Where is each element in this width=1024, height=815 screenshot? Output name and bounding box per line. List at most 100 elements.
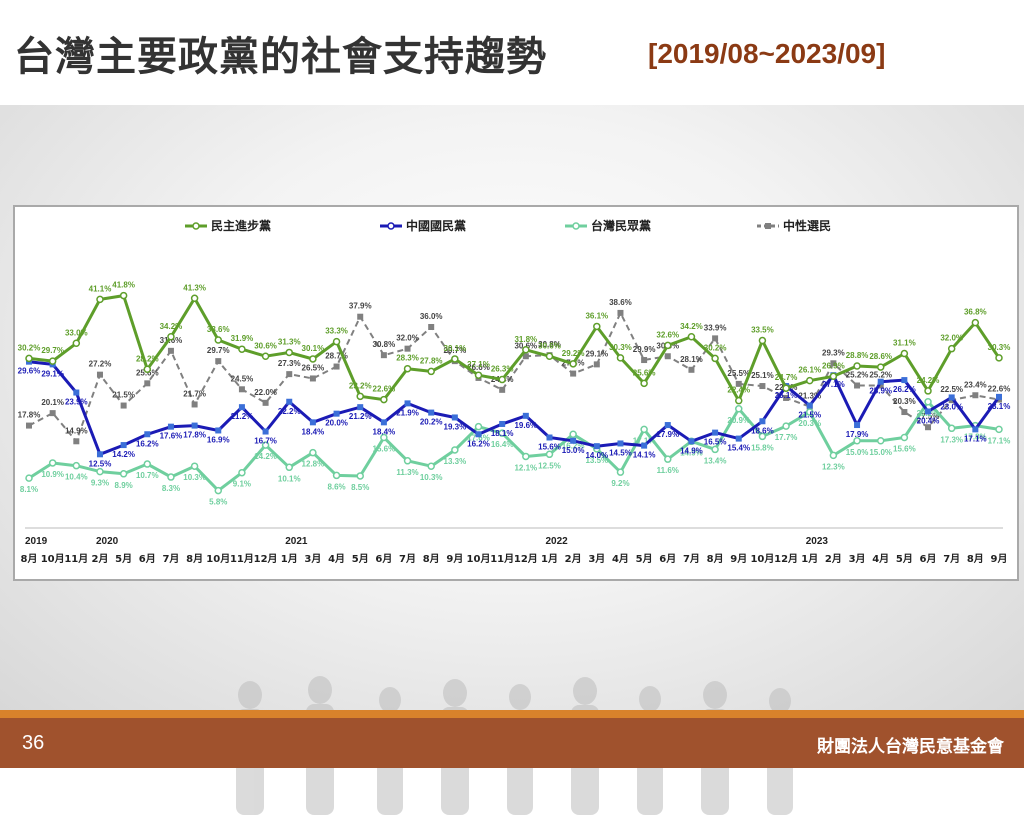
data-label-dpp: 30.6% [254, 341, 277, 350]
data-label-neutral: 25.2% [869, 371, 892, 380]
x-tick-label: 11月 [490, 553, 514, 565]
data-label-kmt: 14.9% [680, 446, 703, 455]
data-label-kmt: 18.4% [302, 427, 325, 436]
data-label-dpp: 28.6% [869, 352, 892, 361]
data-label-neutral: 22.6% [988, 385, 1011, 394]
data-label-kmt: 16.7% [254, 437, 277, 446]
x-tick-label: 5月 [896, 553, 913, 565]
data-point-dpp [25, 354, 33, 363]
data-label-kmt: 25.9% [869, 387, 892, 396]
data-label-kmt: 27.1% [822, 380, 845, 389]
data-label-kmt: 14.0% [585, 451, 608, 460]
x-tick-label: 6月 [659, 553, 676, 565]
data-label-kmt: 15.0% [562, 446, 585, 455]
data-point-neutral [641, 357, 648, 364]
data-point-kmt [925, 408, 932, 415]
data-point-dpp [664, 341, 672, 350]
data-label-neutral: 24.5% [231, 374, 254, 383]
data-label-tpp: 9.3% [91, 479, 109, 488]
x-tick-label: 12月 [774, 553, 798, 565]
data-label-dpp: 30.3% [988, 343, 1011, 352]
data-label-tpp: 17.6% [467, 434, 490, 443]
data-label-kmt: 14.5% [609, 448, 632, 457]
data-label-dpp: 25.6% [633, 368, 656, 377]
data-label-tpp: 12.5% [538, 461, 561, 470]
data-point-neutral [167, 347, 174, 354]
data-label-tpp: 13.5% [585, 456, 608, 465]
data-label-kmt: 17.9% [846, 430, 869, 439]
series-line-neutral [28, 311, 1000, 443]
data-label-dpp: 33.6% [207, 325, 230, 334]
year-label: 2019 [25, 536, 48, 547]
data-point-neutral [215, 358, 222, 365]
legend-item-dpp: 民主進步黨 [185, 218, 271, 233]
data-label-kmt: 16.9% [207, 435, 230, 444]
data-point-tpp [664, 455, 672, 463]
data-point-neutral [688, 366, 695, 373]
data-label-tpp: 20.9% [727, 416, 750, 425]
data-label-tpp: 11.6% [657, 466, 679, 475]
data-point-dpp [356, 392, 364, 401]
data-label-dpp: 30.6% [538, 341, 561, 350]
data-point-dpp [167, 333, 175, 341]
data-label-tpp: 15.6% [893, 445, 916, 454]
data-point-tpp [947, 424, 956, 433]
data-label-kmt: 19.6% [514, 421, 537, 430]
data-point-kmt [854, 422, 861, 429]
data-point-dpp [947, 344, 956, 353]
data-label-kmt: 17.1% [964, 434, 987, 443]
data-label-kmt: 20.4% [917, 417, 940, 426]
data-label-neutral: 28.7% [325, 352, 348, 361]
data-label-tpp: 10.7% [136, 471, 159, 480]
x-tick-label: 10月 [750, 553, 774, 565]
series-line-tpp [28, 400, 1000, 493]
data-point-tpp [924, 398, 932, 406]
data-point-kmt [593, 443, 600, 450]
data-point-neutral [26, 422, 32, 429]
data-point-tpp [96, 467, 104, 476]
x-tick-label: 10月 [41, 553, 65, 565]
data-label-neutral: 17.8% [18, 411, 41, 420]
data-label-tpp: 8.3% [162, 484, 180, 493]
data-label-neutral: 17.5% [917, 412, 940, 421]
data-point-dpp [593, 322, 601, 331]
data-label-dpp: 26.3% [491, 365, 514, 374]
data-point-dpp [380, 395, 388, 404]
data-point-neutral [404, 345, 411, 352]
data-point-dpp [190, 294, 199, 303]
data-point-tpp [616, 468, 625, 476]
data-label-kmt: 18.4% [373, 427, 396, 436]
x-tick-label: 3月 [849, 553, 866, 565]
data-label-neutral: 29.7% [207, 346, 230, 355]
year-label: 2023 [806, 536, 829, 547]
data-point-dpp [569, 360, 577, 368]
data-label-neutral: 37.9% [349, 302, 372, 311]
data-point-dpp [782, 384, 790, 392]
data-label-dpp: 24.7% [775, 373, 798, 382]
data-point-neutral [191, 401, 198, 408]
x-tick-label: 5月 [352, 553, 369, 565]
data-label-tpp: 20.3% [798, 419, 821, 428]
data-point-tpp [143, 460, 152, 468]
data-point-tpp [427, 462, 435, 470]
data-label-kmt: 21.2% [231, 412, 254, 421]
footer: 36 財團法人台灣民意基金會 [0, 710, 1024, 768]
data-label-dpp: 34.2% [680, 322, 703, 331]
data-label-dpp: 30.1% [302, 344, 325, 353]
title-area: 台灣主要政黨的社會支持趨勢 [2019/08~2023/09] [0, 0, 1024, 105]
data-label-dpp: 31.9% [231, 334, 254, 343]
data-point-dpp [119, 291, 128, 300]
data-label-kmt: 17.9% [656, 430, 679, 439]
data-label-tpp: 10.3% [420, 473, 443, 482]
data-point-neutral [522, 353, 529, 360]
data-point-neutral [428, 324, 435, 330]
x-tick-label: 4月 [872, 553, 889, 565]
data-label-dpp: 23.2% [349, 381, 372, 390]
data-point-kmt [357, 404, 364, 411]
data-point-kmt [522, 412, 529, 419]
data-point-neutral [830, 360, 837, 367]
data-label-dpp: 29.7% [41, 346, 64, 355]
data-point-kmt [451, 414, 458, 421]
data-label-neutral: 28.1% [680, 355, 703, 364]
data-point-kmt [617, 440, 624, 447]
